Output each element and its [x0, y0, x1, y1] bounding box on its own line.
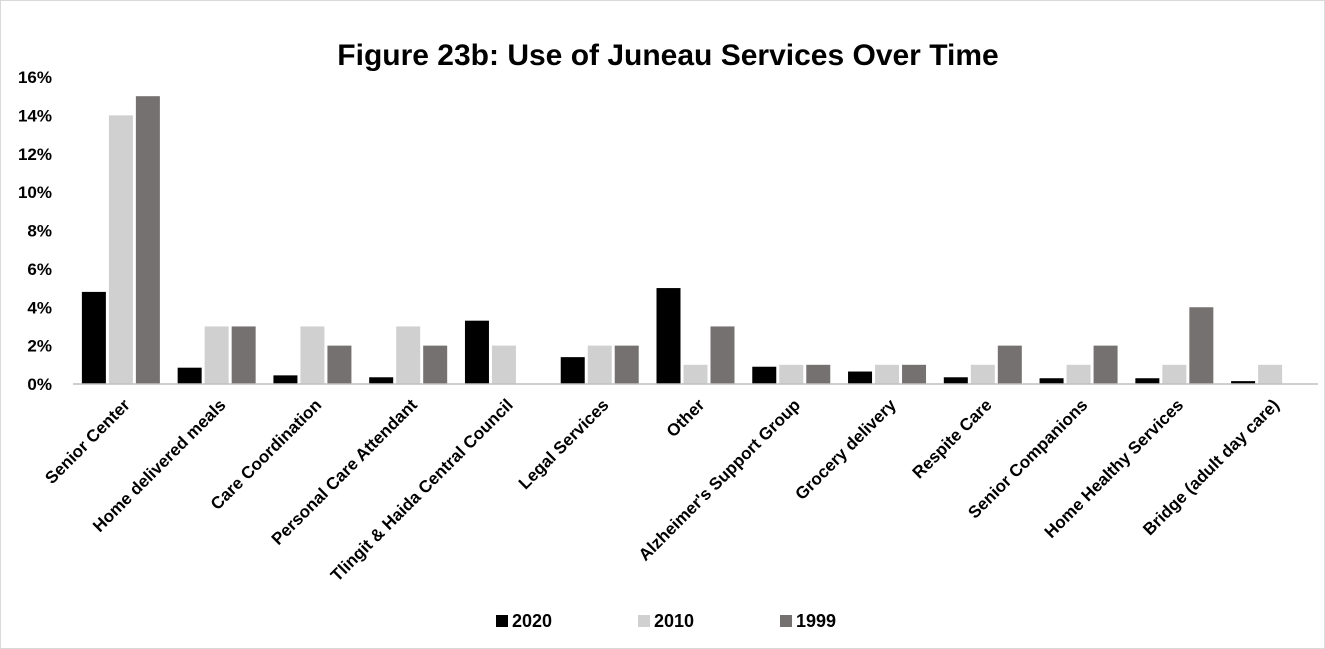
y-tick-label: 14%	[18, 106, 52, 125]
bar-2010	[683, 364, 708, 384]
y-tick-label: 6%	[27, 260, 52, 279]
bar-2010	[396, 326, 421, 384]
legend-label-2020: 2020	[512, 611, 552, 631]
bar-1999	[1093, 345, 1118, 384]
bar-2020	[1135, 378, 1160, 384]
bar-2020	[1039, 378, 1064, 384]
bar-2010	[875, 364, 900, 384]
bar-2010	[108, 115, 133, 384]
bar-1999	[1189, 307, 1214, 384]
bar-2010	[587, 345, 612, 384]
y-axis-ticks: 0% 2% 4% 6% 8% 10% 12% 14% 16%	[18, 68, 52, 394]
bars	[81, 96, 1283, 384]
bar-2010	[779, 364, 804, 384]
bar-2020	[848, 371, 873, 384]
y-tick-label: 2%	[27, 337, 52, 356]
bar-2020	[1231, 381, 1256, 384]
bar-1999	[806, 364, 831, 384]
x-tick-label: Legal Services	[515, 395, 613, 493]
bar-2020	[369, 377, 394, 384]
y-tick-label: 4%	[27, 298, 52, 317]
y-tick-label: 12%	[18, 145, 52, 164]
bar-2010	[491, 345, 516, 384]
x-tick-label: Senior Center	[41, 395, 134, 488]
legend-label-2010: 2010	[654, 611, 694, 631]
bar-1999	[231, 326, 256, 384]
x-tick-label: Other	[663, 395, 709, 441]
bar-1999	[710, 326, 735, 384]
bar-2020	[177, 367, 202, 384]
x-tick-label: Respite Care	[909, 395, 996, 482]
legend-swatch-2010	[638, 615, 650, 627]
legend-label-1999: 1999	[796, 611, 836, 631]
bar-1999	[423, 345, 448, 384]
y-tick-label: 8%	[27, 222, 52, 241]
bar-1999	[135, 96, 160, 384]
bar-2020	[656, 288, 681, 384]
y-tick-label: 0%	[27, 375, 52, 394]
bar-1999	[327, 345, 352, 384]
bar-1999	[902, 364, 927, 384]
bar-2010	[300, 326, 325, 384]
x-tick-label: Grocery delivery	[792, 395, 901, 504]
bar-2020	[560, 357, 585, 384]
legend-swatch-1999	[780, 615, 792, 627]
legend: 2020 2010 1999	[496, 611, 836, 631]
y-tick-label: 16%	[18, 68, 52, 87]
x-tick-label: Alzheimer's Support Group	[635, 395, 804, 564]
bar-2010	[970, 364, 995, 384]
bar-2010	[204, 326, 229, 384]
legend-swatch-2020	[496, 615, 508, 627]
chart-title: Figure 23b: Use of Juneau Services Over …	[337, 39, 998, 72]
bar-2010	[1066, 364, 1091, 384]
bar-1999	[614, 345, 639, 384]
bar-2010	[1258, 364, 1283, 384]
bar-2020	[81, 291, 106, 384]
x-tick-label: Tlingit & Haida Central Council	[327, 395, 517, 585]
bar-2020	[752, 366, 777, 384]
bar-1999	[997, 345, 1022, 384]
bar-2020	[464, 320, 489, 384]
bar-2010	[1162, 364, 1187, 384]
bar-2020	[273, 375, 298, 384]
y-tick-label: 10%	[18, 183, 52, 202]
bar-2020	[943, 377, 968, 384]
